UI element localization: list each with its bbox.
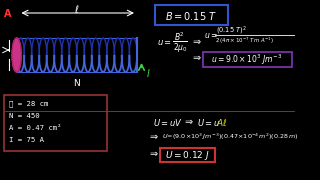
Text: $B = 0.15\ T$: $B = 0.15\ T$: [165, 10, 218, 22]
Text: $u =$: $u =$: [157, 37, 172, 46]
Text: $U = 0.12\ J$: $U = 0.12\ J$: [165, 148, 210, 161]
Text: N = 450: N = 450: [9, 113, 40, 119]
Text: ℓ = 28 cm: ℓ = 28 cm: [9, 101, 49, 107]
Text: $\Rightarrow$: $\Rightarrow$: [148, 132, 160, 142]
Ellipse shape: [12, 38, 21, 72]
Text: $\Rightarrow$: $\Rightarrow$: [190, 37, 202, 47]
Text: $u =$: $u =$: [204, 30, 217, 39]
Text: $U = uV$: $U = uV$: [153, 116, 183, 127]
Text: A: A: [4, 9, 11, 19]
Text: I = 75 A: I = 75 A: [9, 137, 44, 143]
Text: I: I: [147, 69, 149, 79]
Text: $\Rightarrow$: $\Rightarrow$: [183, 117, 195, 127]
Text: $\Rightarrow$: $\Rightarrow$: [190, 53, 202, 63]
Text: $A\ell$: $A\ell$: [216, 116, 227, 127]
Text: $(0.15\ T)^2$: $(0.15\ T)^2$: [216, 25, 246, 37]
Text: A = 0.47 cm²: A = 0.47 cm²: [9, 125, 62, 131]
Text: $\Rightarrow$: $\Rightarrow$: [148, 149, 160, 159]
Text: $u = 9.0\times10^3\ Jm^{-3}$: $u = 9.0\times10^3\ Jm^{-3}$: [212, 53, 283, 67]
Text: N: N: [73, 78, 80, 87]
Text: $U\!=\!(9.0\!\times\!10^3\,Jm^{-3})(0.47\!\times\!10^{-4}\,m^2)(0.28\,m)$: $U\!=\!(9.0\!\times\!10^3\,Jm^{-3})(0.47…: [162, 132, 298, 142]
Text: $U = u$: $U = u$: [197, 116, 220, 127]
Text: $2\mu_0$: $2\mu_0$: [173, 40, 188, 53]
Text: $B^2$: $B^2$: [174, 31, 185, 43]
Text: $2\,(4\pi\times10^{-7}\ Tm\ A^{-1})$: $2\,(4\pi\times10^{-7}\ Tm\ A^{-1})$: [215, 36, 274, 46]
Text: $\ell$: $\ell$: [74, 3, 80, 15]
